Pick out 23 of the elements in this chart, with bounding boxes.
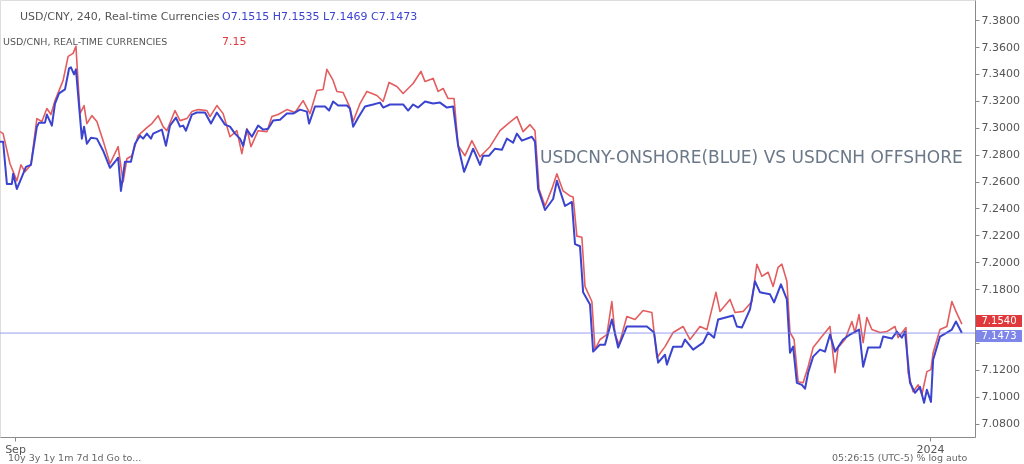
annotation: O7.1515 H7.1535 L7.1469 C7.1473 (222, 10, 418, 23)
y-tick-label: 7.3200 (981, 94, 1020, 108)
text: USD/CNH, REAL-TIME CURRENCIES (3, 36, 168, 47)
y-tick-label: 7.3600 (981, 40, 1020, 54)
y-tick-label: 7.2000 (981, 255, 1020, 269)
annotation: 7.15 (222, 35, 247, 48)
y-tick-label: 7.1000 (981, 390, 1020, 404)
text: USD/CNY, 240, Real-time Currencies (20, 10, 220, 23)
y-tick-label: 7.3800 (981, 13, 1020, 27)
y-tick-label: 7.3400 (981, 67, 1020, 81)
annotation: USDCNY-ONSHORE(BLUE) VS USDCNH OFFSHORE (540, 147, 963, 167)
y-tick-label: 7.1200 (981, 363, 1020, 377)
y-tick-label: 7.2600 (981, 175, 1020, 189)
y-tick-label: 7.3000 (981, 121, 1020, 135)
ref-line-label: 7.1473 (981, 330, 1017, 342)
y-tick-label: 7.1800 (981, 282, 1020, 296)
y-tick-label: 7.0800 (981, 417, 1020, 431)
y-tick-label: 7.2200 (981, 228, 1020, 242)
annotation: 7.1540 (981, 315, 1017, 327)
y-tick-label: 7.2400 (981, 201, 1020, 215)
y-tick-label: 7.2800 (981, 148, 1020, 162)
x-tick-label: Sep (5, 442, 26, 456)
text: 05:26:15 (UTC-5) % log auto (832, 452, 968, 463)
